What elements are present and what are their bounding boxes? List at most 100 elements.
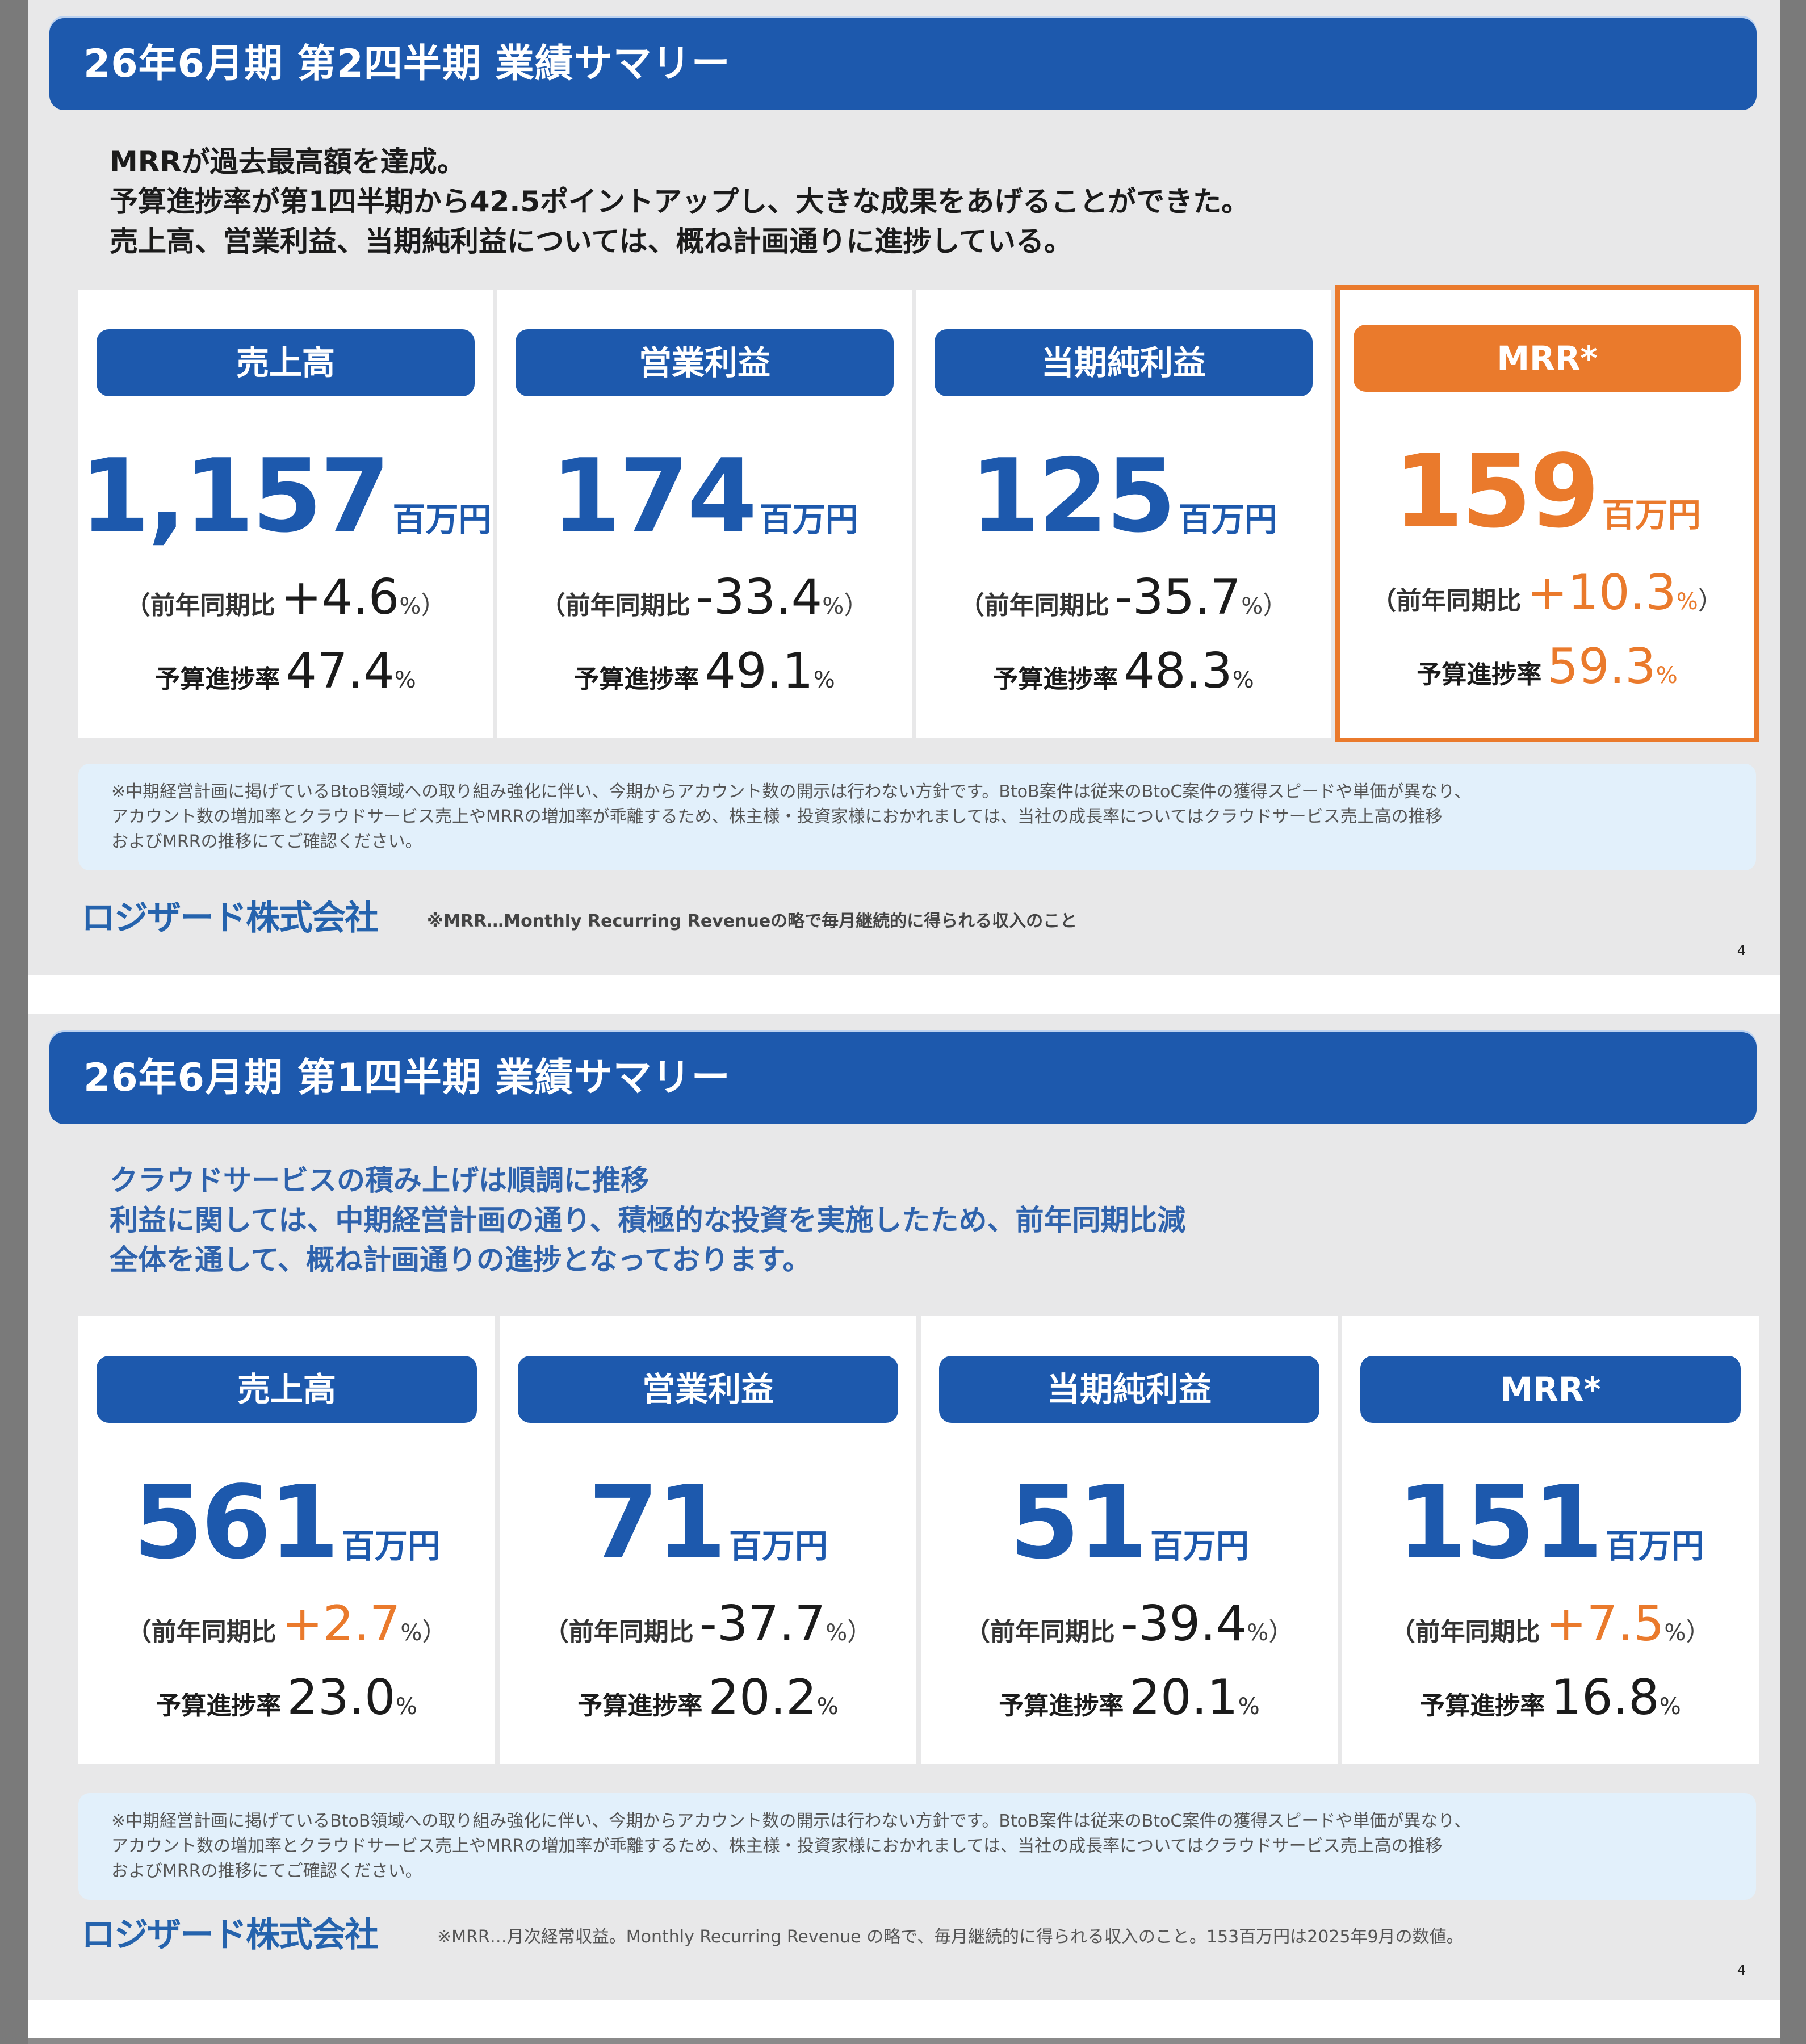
yoy-value: +7.5	[1545, 1595, 1665, 1652]
progress-percent: %	[395, 1694, 417, 1720]
yoy-value: -39.4	[1120, 1595, 1247, 1652]
kpi-cards: 売上高 1,157 百万円 （前年同期比 +4.6%） 予算進捗率 47.4% 営業利…	[78, 285, 1759, 742]
progress-label: 予算進捗率	[993, 665, 1118, 694]
kpi-label: 売上高	[97, 329, 475, 396]
mrr-footnote: ※MRR…Monthly Recurring Revenueの略で毎月継続的に得…	[427, 911, 1078, 931]
progress-row: 予算進捗率 59.3%	[1340, 638, 1754, 695]
note-line: およびMRRの推移にてご確認ください。	[111, 832, 422, 852]
progress-percent: %	[813, 667, 835, 693]
kpi-card-mrr-highlighted: MRR* 159 百万円 （前年同期比 +10.3%） 予算進捗率 59.3%	[1335, 285, 1759, 742]
page-number: 4	[1737, 1962, 1746, 1978]
yoy-label: （前年同期比	[125, 591, 275, 620]
title-bar: 26年6月期 第2四半期 業績サマリー	[49, 18, 1757, 110]
slide-title: 26年6月期 第2四半期 業績サマリー	[83, 41, 731, 86]
slide-q2-summary: 26年6月期 第2四半期 業績サマリー MRRが過去最高額を達成。 予算進捗率が…	[28, 0, 1780, 975]
yoy-row: （前年同期比 -39.4%）	[921, 1595, 1338, 1652]
kpi-value: 159	[1393, 433, 1600, 550]
progress-row: 予算進捗率 49.1%	[497, 643, 912, 700]
note-line: ※中期経営計画に掲げているBtoB領域への取り組み強化に伴い、今期からアカウント…	[111, 1811, 1472, 1831]
kpi-value: 151	[1397, 1464, 1603, 1581]
note-line: アカウント数の増加率とクラウドサービス売上やMRRの増加率が乖離するため、株主様…	[111, 1836, 1443, 1856]
progress-row: 予算進捗率 47.4%	[78, 643, 493, 700]
kpi-value-row: 125 百万円	[916, 437, 1331, 555]
yoy-row: （前年同期比 +4.6%）	[78, 569, 493, 626]
progress-label: 予算進捗率	[1420, 1691, 1545, 1720]
kpi-unit: 百万円	[1150, 1527, 1249, 1565]
yoy-label: （前年同期比	[1371, 587, 1522, 615]
progress-percent: %	[816, 1694, 839, 1720]
yoy-label: （前年同期比	[965, 1618, 1115, 1647]
kpi-value-row: 1,157 百万円	[78, 437, 493, 555]
yoy-close: ）	[1268, 1618, 1294, 1647]
kpi-value: 174	[551, 437, 757, 555]
yoy-value: +10.3	[1527, 564, 1677, 621]
note-line: およびMRRの推移にてご確認ください。	[111, 1861, 422, 1881]
progress-row: 予算進捗率 20.1%	[921, 1669, 1338, 1726]
slide-q1-summary: 26年6月期 第1四半期 業績サマリー クラウドサービスの積み上げは順調に推移 …	[28, 1014, 1780, 2000]
progress-value: 20.2	[708, 1669, 817, 1726]
kpi-unit: 百万円	[1602, 496, 1701, 534]
lead-text: クラウドサービスの積み上げは順調に推移 利益に関しては、中期経営計画の通り、積極…	[110, 1161, 1186, 1280]
yoy-close: ）	[1686, 1618, 1711, 1647]
progress-label: 予算進捗率	[574, 665, 699, 694]
yoy-percent: %	[1247, 1620, 1269, 1646]
progress-value: 20.1	[1129, 1669, 1238, 1726]
kpi-value: 1,157	[79, 437, 390, 555]
progress-row: 予算進捗率 48.3%	[916, 643, 1331, 700]
progress-percent: %	[394, 667, 416, 693]
kpi-label: MRR*	[1354, 325, 1741, 392]
yoy-row: （前年同期比 +2.7%）	[78, 1595, 495, 1652]
progress-value: 49.1	[705, 643, 814, 700]
lead-text: MRRが過去最高額を達成。 予算進捗率が第1四半期から42.5ポイントアップし、…	[110, 142, 1250, 261]
yoy-close: ）	[1698, 587, 1723, 615]
progress-label: 予算進捗率	[577, 1691, 703, 1720]
disclosure-note: ※中期経営計画に掲げているBtoB領域への取り組み強化に伴い、今期からアカウント…	[78, 764, 1756, 870]
kpi-card-net-income: 当期純利益 51 百万円 （前年同期比 -39.4%） 予算進捗率 20.1%	[921, 1316, 1338, 1764]
yoy-percent: %	[1676, 589, 1698, 615]
progress-value: 47.4	[286, 643, 395, 700]
kpi-label: MRR*	[1360, 1356, 1741, 1423]
progress-row: 予算進捗率 20.2%	[500, 1669, 916, 1726]
lead-line: MRRが過去最高額を達成。	[110, 145, 466, 178]
progress-percent: %	[1232, 667, 1254, 693]
progress-percent: %	[1238, 1694, 1260, 1720]
progress-row: 予算進捗率 16.8%	[1342, 1669, 1759, 1726]
kpi-label: 営業利益	[516, 329, 894, 396]
kpi-value-row: 51 百万円	[921, 1464, 1338, 1581]
yoy-row: （前年同期比 +7.5%）	[1342, 1595, 1759, 1652]
progress-label: 予算進捗率	[999, 1691, 1124, 1720]
kpi-card-operating-profit: 営業利益 174 百万円 （前年同期比 -33.4%） 予算進捗率 49.1%	[497, 290, 912, 738]
kpi-unit: 百万円	[728, 1527, 828, 1565]
kpi-value-row: 71 百万円	[500, 1464, 916, 1581]
kpi-label: 当期純利益	[939, 1356, 1319, 1423]
yoy-value: +2.7	[282, 1595, 401, 1652]
yoy-value: -35.7	[1114, 569, 1242, 626]
kpi-label: 当期純利益	[935, 329, 1313, 396]
kpi-unit: 百万円	[392, 500, 492, 539]
kpi-unit: 百万円	[1605, 1527, 1704, 1565]
company-logo: ロジザード株式会社	[81, 898, 379, 938]
kpi-unit: 百万円	[759, 500, 858, 539]
lead-line: 売上高、営業利益、当期純利益については、概ね計画通りに進捗している。	[110, 225, 1072, 258]
lead-line: クラウドサービスの積み上げは順調に推移	[110, 1164, 649, 1197]
kpi-unit: 百万円	[341, 1527, 441, 1565]
yoy-value: -37.7	[699, 1595, 826, 1652]
progress-value: 23.0	[287, 1669, 396, 1726]
yoy-close: ）	[847, 1618, 873, 1647]
kpi-value-row: 174 百万円	[497, 437, 912, 555]
lead-line: 全体を通して、概ね計画通りの進捗となっております。	[110, 1243, 811, 1276]
yoy-row: （前年同期比 -37.7%）	[500, 1595, 916, 1652]
yoy-label: （前年同期比	[540, 591, 690, 620]
progress-value: 48.3	[1124, 643, 1233, 700]
progress-percent: %	[1659, 1694, 1681, 1720]
yoy-row: （前年同期比 +10.3%）	[1340, 564, 1754, 621]
page-number: 4	[1737, 943, 1746, 958]
kpi-card-sales: 売上高 1,157 百万円 （前年同期比 +4.6%） 予算進捗率 47.4%	[78, 290, 493, 738]
kpi-cards: 売上高 561 百万円 （前年同期比 +2.7%） 予算進捗率 23.0% 営業利益 …	[78, 1316, 1759, 1764]
yoy-close: ）	[421, 591, 446, 620]
yoy-percent: %	[1664, 1620, 1686, 1646]
page: 26年6月期 第2四半期 業績サマリー MRRが過去最高額を達成。 予算進捗率が…	[28, 0, 1780, 2044]
yoy-close: ）	[422, 1618, 447, 1647]
progress-value: 16.8	[1551, 1669, 1660, 1726]
kpi-card-sales: 売上高 561 百万円 （前年同期比 +2.7%） 予算進捗率 23.0%	[78, 1316, 495, 1764]
